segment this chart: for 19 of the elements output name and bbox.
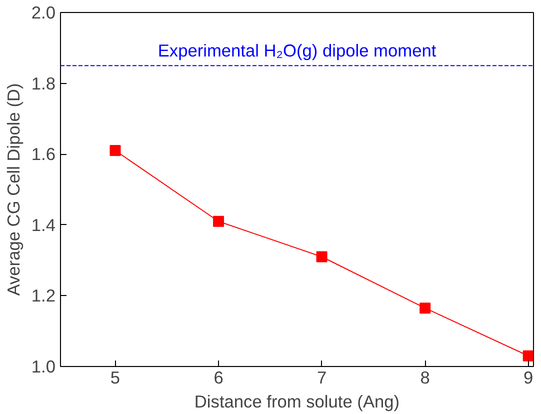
x-axis-title: Distance from solute (Ang) (194, 392, 400, 412)
y-tick-label: 2.0 (31, 2, 56, 22)
point (316, 251, 328, 262)
x-tick-label: 5 (110, 368, 120, 388)
y-axis-title: Average CG Cell Dipole (D) (3, 83, 24, 296)
x-tick-label: 7 (316, 368, 327, 388)
y-tick-label: 1.6 (31, 144, 56, 164)
point (213, 216, 224, 227)
x-tick-label: 6 (214, 368, 224, 388)
y-tick-label: 1.8 (31, 73, 56, 94)
point (522, 350, 534, 362)
point (110, 145, 121, 156)
ref-line-label: Experimental H₂O(g) dipole moment (158, 40, 436, 61)
y-tick-label: 1.0 (31, 356, 56, 376)
x-tick-label: 9 (524, 368, 534, 388)
y-tick-label: 1.4 (31, 214, 56, 235)
y-tick-label: 1.2 (31, 286, 56, 306)
point (420, 302, 431, 314)
x-tick-label: 8 (420, 368, 430, 388)
